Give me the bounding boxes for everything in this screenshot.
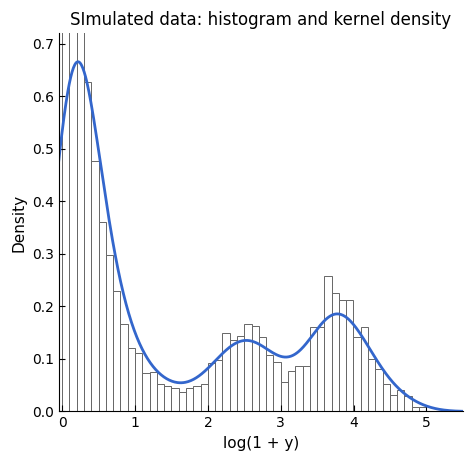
Bar <box>332 293 339 412</box>
Bar <box>113 291 120 412</box>
Bar <box>295 366 302 412</box>
Bar <box>70 0 77 412</box>
Bar <box>106 255 113 412</box>
Bar <box>397 390 404 412</box>
Bar <box>135 353 142 412</box>
Bar <box>193 386 201 412</box>
Bar <box>208 363 215 412</box>
Bar <box>215 360 222 412</box>
Bar <box>404 396 412 412</box>
Bar <box>368 359 375 412</box>
Bar <box>346 300 354 412</box>
Bar <box>120 324 128 412</box>
Bar <box>62 0 70 412</box>
Bar <box>172 389 179 412</box>
Bar <box>252 326 259 412</box>
Bar <box>77 0 84 412</box>
Bar <box>361 328 368 412</box>
Title: SImulated data: histogram and kernel density: SImulated data: histogram and kernel den… <box>70 11 451 29</box>
Bar <box>354 337 361 412</box>
Bar <box>244 324 252 412</box>
Bar <box>186 389 193 412</box>
Bar <box>84 82 91 412</box>
Bar <box>412 407 419 412</box>
Bar <box>99 222 106 412</box>
Bar <box>339 300 346 412</box>
Bar <box>288 371 295 412</box>
Bar <box>302 366 310 412</box>
Bar <box>281 382 288 412</box>
Bar <box>201 384 208 412</box>
Bar <box>419 407 426 412</box>
Bar <box>390 395 397 412</box>
Bar <box>222 333 230 412</box>
Bar <box>230 340 237 412</box>
Bar <box>91 161 99 412</box>
Bar <box>164 386 172 412</box>
Bar <box>157 384 164 412</box>
Bar <box>310 328 317 412</box>
Bar <box>128 348 135 412</box>
Bar <box>273 362 281 412</box>
Bar <box>179 391 186 412</box>
Bar <box>237 336 244 412</box>
Bar <box>259 337 266 412</box>
Bar <box>266 355 273 412</box>
Y-axis label: Density: Density <box>11 194 26 251</box>
Bar <box>317 328 324 412</box>
Bar <box>383 384 390 412</box>
Bar <box>375 370 383 412</box>
Bar <box>150 371 157 412</box>
Bar <box>324 276 332 412</box>
X-axis label: log(1 + y): log(1 + y) <box>223 436 299 451</box>
Bar <box>142 373 150 412</box>
